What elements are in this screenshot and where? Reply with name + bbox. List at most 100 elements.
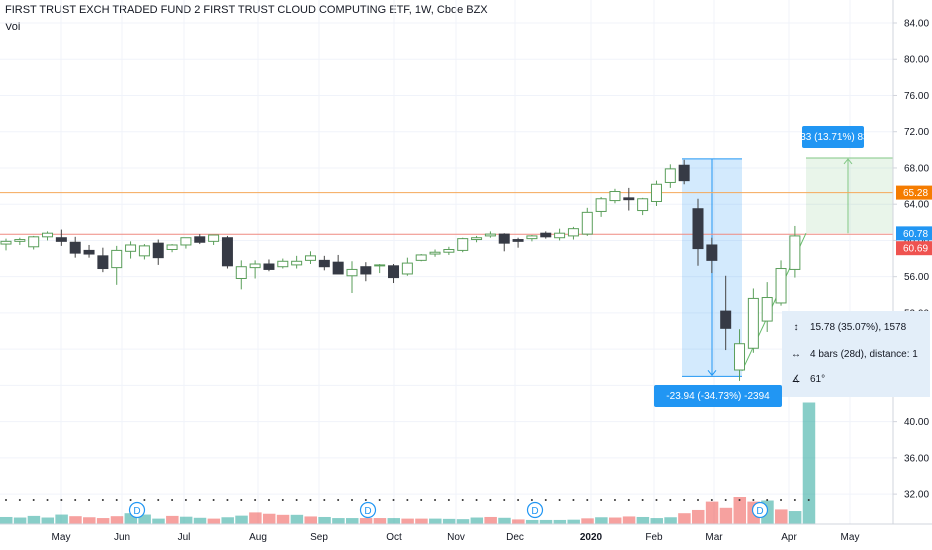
dividend-marker[interactable] [128, 501, 146, 519]
candle-body[interactable] [138, 245, 150, 257]
volume-bar [41, 517, 55, 524]
candle-body[interactable] [69, 241, 81, 254]
candle-body[interactable] [83, 249, 95, 255]
candle-body[interactable] [512, 239, 524, 242]
candle-body[interactable] [567, 228, 579, 237]
measure-tooltip: ↕ 15.78 (35.07%), 1578 ↔ 4 bars (28d), d… [782, 311, 930, 397]
candle-body[interactable] [471, 237, 483, 241]
candle-body[interactable] [678, 164, 690, 182]
time-tick-label: Aug [249, 532, 267, 543]
price-label-box [896, 226, 932, 241]
candle-body[interactable] [554, 232, 566, 239]
candle-body[interactable] [304, 255, 316, 261]
candle-body[interactable] [55, 237, 67, 242]
volume-bar [498, 517, 511, 524]
candle-body[interactable] [457, 238, 469, 251]
candle-body[interactable] [180, 237, 192, 246]
candle-body[interactable] [194, 236, 206, 243]
candle-body[interactable] [692, 208, 704, 250]
candle-body[interactable] [789, 235, 801, 270]
candle-body[interactable] [208, 234, 220, 242]
volume-ma-dot [240, 499, 243, 501]
candle-body[interactable] [429, 251, 441, 255]
measure-left-label-box [654, 385, 782, 407]
volume-bar [595, 517, 608, 524]
candle-body[interactable] [581, 211, 593, 235]
price-tick-label: 64.00 [904, 200, 929, 211]
candle-body[interactable] [28, 236, 40, 248]
candle-body[interactable] [14, 239, 26, 242]
volume-bar [207, 518, 221, 524]
candle-body[interactable] [152, 242, 164, 259]
volume-ma-dot [461, 499, 464, 501]
candle-body[interactable] [734, 343, 746, 371]
measure-range-right[interactable] [806, 157, 893, 234]
volume-ma-dot [420, 499, 423, 501]
volume-ma-dot [517, 499, 520, 501]
candle-body[interactable] [277, 260, 289, 268]
volume-bar [608, 517, 622, 524]
candle-body[interactable] [526, 235, 538, 240]
volume-bar [650, 518, 663, 524]
price-label: 60.78 [903, 229, 928, 240]
volume-ma-dot [101, 499, 104, 501]
dividend-marker[interactable] [526, 501, 544, 519]
candle-body[interactable] [720, 310, 732, 329]
candle-body[interactable] [761, 297, 773, 322]
price-tick-label: 84.00 [904, 19, 929, 30]
time-tick-label: Oct [386, 532, 402, 543]
volume-bar [69, 516, 82, 524]
candle-body[interactable] [650, 183, 662, 202]
volume-ma-dot [807, 499, 810, 501]
candle-body[interactable] [360, 266, 372, 275]
candle-body[interactable] [706, 244, 718, 261]
volume-ma-dot [683, 499, 686, 501]
candle-body[interactable] [249, 263, 261, 269]
candle-body[interactable] [318, 259, 330, 268]
volume-ma-dot [434, 499, 437, 501]
candle-body[interactable] [346, 268, 358, 277]
candle-body[interactable] [775, 268, 787, 304]
time-tick-label: Jun [114, 532, 130, 543]
candle-body[interactable] [263, 263, 275, 270]
candle-body[interactable] [125, 244, 137, 252]
candle-body[interactable] [332, 261, 344, 275]
volume-ma-dot [5, 499, 7, 501]
candle-body[interactable] [443, 249, 455, 253]
candle-body[interactable] [0, 240, 12, 245]
candle-body[interactable] [609, 191, 621, 202]
candle-body[interactable] [388, 265, 400, 279]
candle-body[interactable] [374, 264, 386, 267]
dividend-marker[interactable] [359, 501, 377, 519]
volume-bar [802, 402, 816, 524]
candle-body[interactable] [42, 232, 54, 238]
candle-body[interactable] [401, 262, 413, 275]
candle-body[interactable] [166, 244, 178, 251]
candle-body[interactable] [291, 260, 303, 266]
candle-body[interactable] [484, 233, 496, 237]
candle-body[interactable] [540, 232, 552, 238]
volume-ma-dot [406, 499, 409, 501]
candle-body[interactable] [498, 233, 510, 244]
candle-body[interactable] [111, 249, 123, 269]
volume-bar [276, 514, 290, 524]
volume-ma-dot [572, 499, 575, 501]
measure-left-label: -23.94 (-34.73%) -2394 [666, 391, 770, 402]
dividend-marker[interactable] [751, 501, 769, 519]
candle-body[interactable] [415, 254, 427, 261]
volume-bar [415, 518, 428, 524]
candle-body[interactable] [97, 255, 109, 270]
candle-body[interactable] [747, 297, 759, 349]
measure-right-label-box [802, 126, 864, 148]
candle-body[interactable] [664, 168, 676, 183]
candle-body[interactable] [221, 237, 233, 267]
candle-body[interactable] [235, 266, 247, 279]
candle-body[interactable] [623, 197, 635, 201]
volume-bar [733, 497, 747, 524]
volume-ma-dot [586, 499, 589, 501]
volume-bar [96, 518, 110, 524]
candle-body[interactable] [637, 198, 649, 212]
volume-bar [110, 516, 124, 524]
candle-body[interactable] [595, 198, 607, 212]
